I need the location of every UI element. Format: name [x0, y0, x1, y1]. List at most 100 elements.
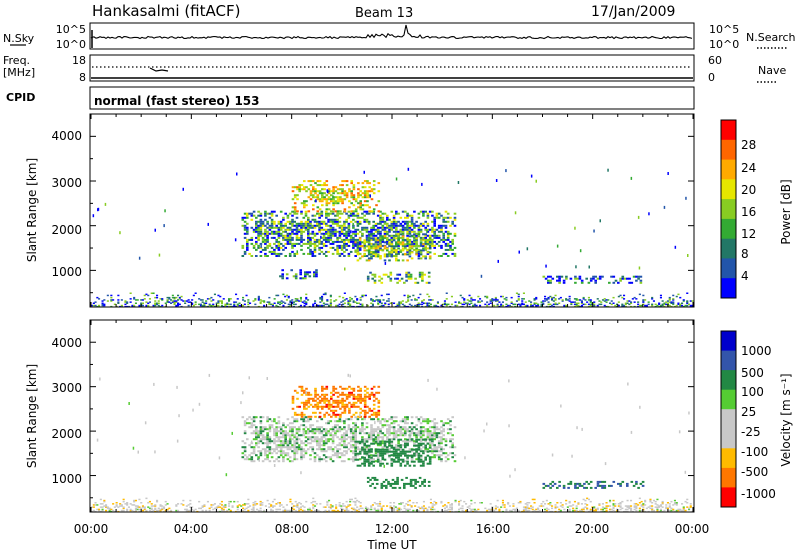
velocity-cell-5-1644 — [101, 506, 104, 508]
velocity-cell-1-1149 — [330, 405, 333, 408]
power-cell-0-697 — [374, 228, 378, 231]
velocity-cell-0-30 — [250, 452, 254, 455]
velocity-cell-5-2242 — [496, 506, 499, 508]
power-cell-1-1124 — [305, 186, 308, 189]
velocity-cell-0-237 — [288, 436, 292, 439]
velocity-cell-0-421 — [325, 422, 328, 425]
power-cell-6-1721 — [133, 304, 136, 307]
velocity-cell-5-1634 — [96, 508, 99, 511]
velocity-cell-0-53 — [255, 438, 258, 441]
velocity-cell-0-875 — [417, 418, 421, 421]
power-cell-5-1630 — [574, 275, 577, 278]
velocity-cell-5-1643 — [101, 508, 104, 511]
velocity-cell-5-1767 — [175, 504, 178, 506]
power-cell-6-2518 — [666, 300, 669, 302]
power-cell-6-1928 — [268, 301, 271, 303]
velocity-cell-0-248 — [291, 434, 294, 437]
velocity-cell-5-2007 — [335, 507, 338, 510]
velocity-cell-5-2281 — [524, 506, 527, 508]
velocity-cell-0-152 — [273, 418, 276, 421]
velocity-cell-2-1502 — [428, 438, 432, 441]
power-cell-0-556 — [347, 238, 351, 241]
power-cell-0-224 — [286, 220, 290, 223]
velocity-cell-0-226 — [286, 434, 290, 437]
power-cell-6-2331 — [542, 303, 545, 306]
power-cell-6-1919 — [259, 299, 262, 301]
power-cell-0-211 — [284, 230, 287, 233]
velocity-cell-0-825 — [408, 448, 412, 451]
velocity-cell-0-882 — [419, 436, 423, 439]
power-cell-5-1649 — [608, 281, 611, 284]
power-cell-3-1525 — [285, 273, 289, 276]
power-cell-6-1901 — [243, 300, 246, 302]
power-cell-0-414 — [322, 232, 326, 235]
velocity-cell-0-495 — [343, 454, 346, 457]
velocity-cell-0-994 — [440, 440, 443, 443]
power-cell-5-1624 — [562, 279, 566, 282]
power-cell-6-1769 — [161, 298, 164, 300]
power-cell-6-2107 — [382, 299, 385, 301]
velocity-cell-0-991 — [440, 448, 443, 451]
velocity-cell-0-129 — [268, 430, 272, 433]
velocity-cell-0-606 — [363, 418, 366, 421]
velocity-cell-1-1295 — [375, 415, 378, 418]
velocity-cell-0-346 — [311, 448, 315, 451]
power-cell-0-541 — [345, 244, 348, 247]
velocity-cell-4-1591 — [583, 482, 586, 485]
power-cell-0-468 — [331, 222, 335, 225]
velocity-cell-0-147 — [273, 434, 276, 437]
velocity-cell-0-674 — [376, 420, 380, 423]
velocity-cell-1-1105 — [316, 405, 320, 408]
power-cell-0-488 — [336, 240, 339, 243]
power-cell-1-1266 — [352, 186, 356, 189]
power-cell-6-2122 — [398, 304, 401, 307]
power-cell-0-176 — [277, 236, 281, 239]
power-cell-6-2196 — [445, 292, 448, 294]
power-cell-4-1580 — [405, 279, 408, 282]
velocity-cell-0-138 — [270, 426, 274, 429]
power-cell-6-2038 — [340, 301, 343, 303]
velocity-cell-1-1262 — [363, 405, 367, 408]
power-cell-6-1801 — [178, 303, 181, 306]
power-cell-0-23 — [246, 230, 249, 233]
velocity-cell-1-1307 — [377, 385, 381, 388]
power-cell-0-477 — [334, 230, 337, 233]
velocity-cell-0-639 — [370, 418, 373, 421]
velocity-cell-0-394 — [320, 438, 324, 441]
power-cell-1-1132 — [309, 190, 313, 193]
power-cell-6-2552 — [686, 292, 689, 294]
power-cell-1-1239 — [343, 194, 347, 197]
power-cell-6-1755 — [154, 302, 157, 304]
power-cell-6-2555 — [689, 304, 692, 307]
power-cell-0-733 — [381, 228, 385, 231]
velocity-cell-5-2129 — [410, 505, 413, 507]
power-cell-2-1501 — [422, 243, 425, 246]
power-cell-1-1224 — [339, 196, 342, 199]
velocity-cell-4-1578 — [567, 486, 570, 489]
velocity-cell-5-2302 — [535, 508, 538, 511]
power-scatter-point-40 — [92, 214, 95, 218]
power-cell-0-278 — [297, 242, 301, 245]
velocity-cell-5-1958 — [301, 505, 304, 507]
velocity-cell-0-12 — [243, 430, 247, 433]
velocity-cell-0-500 — [343, 440, 346, 443]
power-cell-2-1426 — [392, 247, 396, 250]
power-cell-0-801 — [395, 252, 398, 255]
power-cell-0-87 — [261, 248, 265, 251]
velocity-cell-0-164 — [275, 426, 278, 429]
velocity-cell-5-2175 — [445, 506, 448, 508]
velocity-cell-5-2072 — [375, 509, 378, 512]
power-cell-0-460 — [331, 246, 335, 249]
velocity-cell-5-1664 — [113, 506, 116, 508]
power-cell-2-1343 — [361, 245, 364, 248]
power-cell-0-576 — [352, 244, 355, 247]
velocity-cell-0-761 — [395, 436, 398, 439]
power-cell-6-1762 — [157, 304, 160, 307]
power-scatter-point-45 — [495, 179, 498, 182]
velocity-cell-0-208 — [284, 452, 287, 455]
power-cell-0-367 — [313, 226, 317, 229]
velocity-cell-5-2054 — [359, 502, 362, 504]
velocity-cell-5-1752 — [163, 507, 166, 510]
power-cell-0-647 — [365, 234, 369, 237]
power-cell-0-17 — [246, 246, 249, 249]
